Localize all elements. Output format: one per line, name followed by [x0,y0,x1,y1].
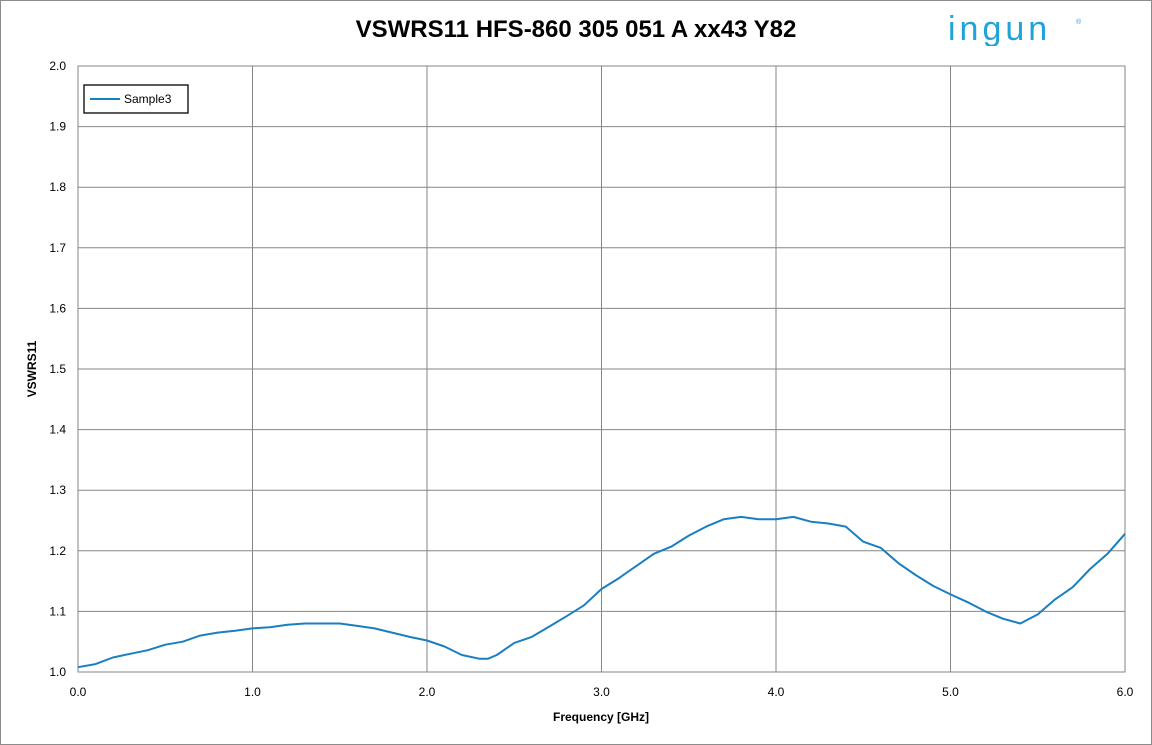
x-tick-label: 4.0 [768,685,785,699]
y-tick-label: 1.1 [49,604,66,618]
x-tick-label: 1.0 [244,685,261,699]
y-tick-label: 1.6 [49,301,66,315]
series-line-sample3 [77,515,1126,669]
x-axis-label: Frequency [GHz] [553,710,649,724]
y-axis-ticks: 1.0 1.1 1.2 1.3 1.4 1.5 1.6 1.7 1.8 1.9 2.0 [49,59,66,679]
y-tick-label: 1.4 [49,423,66,437]
y-axis-label: VSWRS11 [25,340,39,397]
y-tick-label: 1.0 [49,665,66,679]
gridlines [77,65,1126,673]
x-tick-label: 0.0 [70,685,87,699]
y-tick-label: 1.2 [49,544,66,558]
y-tick-label: 1.3 [49,483,66,497]
legend: Sample3 [83,84,189,114]
y-tick-label: 2.0 [49,59,66,73]
x-axis-ticks: 0.0 1.0 2.0 3.0 4.0 5.0 6.0 [70,685,1134,699]
chart-title: VSWRS11 HFS-860 305 051 A xx43 Y82 [355,16,797,43]
logo-wordmark: ingun [948,12,1051,46]
y-tick-label: 1.7 [49,241,66,255]
x-tick-label: 2.0 [419,685,436,699]
series-layer [77,515,1126,669]
registered-icon: ® [1076,18,1082,26]
y-tick-label: 1.9 [49,120,66,134]
y-tick-label: 1.8 [49,180,66,194]
x-tick-label: 5.0 [942,685,959,699]
x-tick-label: 6.0 [1117,685,1134,699]
plot-border [77,65,1126,673]
legend-entry-sample3: Sample3 [124,92,172,106]
ingun-logo: ingun ® [948,10,1088,48]
y-tick-label: 1.5 [49,362,66,376]
x-tick-label: 3.0 [593,685,610,699]
